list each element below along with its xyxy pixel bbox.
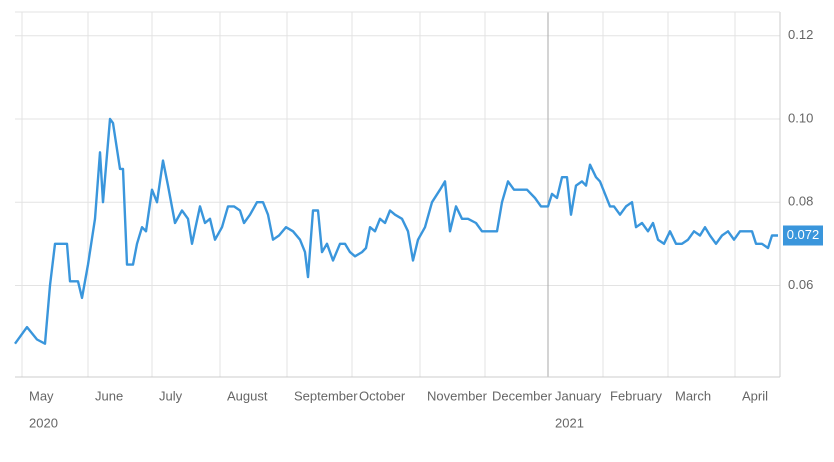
year-label: 2021 <box>555 415 584 430</box>
y-tick-label: 0.08 <box>788 194 813 209</box>
last-value-badge <box>783 225 823 246</box>
year-label: 2020 <box>29 415 58 430</box>
x-tick-label: February <box>610 388 663 403</box>
x-tick-label: June <box>95 388 123 403</box>
last-value-label: 0.072 <box>787 227 820 242</box>
x-tick-label: January <box>555 388 602 403</box>
x-tick-label: October <box>359 388 406 403</box>
y-tick-label: 0.10 <box>788 110 813 125</box>
x-tick-label: December <box>492 388 553 403</box>
x-tick-label: November <box>427 388 488 403</box>
y-tick-label: 0.06 <box>788 277 813 292</box>
x-tick-label: May <box>29 388 54 403</box>
data-line <box>14 117 778 345</box>
x-tick-label: April <box>742 388 768 403</box>
x-tick-label: August <box>227 388 268 403</box>
y-tick-label: 0.12 <box>788 27 813 42</box>
x-tick-label: September <box>294 388 358 403</box>
x-tick-label: March <box>675 388 711 403</box>
x-tick-label: July <box>159 388 183 403</box>
